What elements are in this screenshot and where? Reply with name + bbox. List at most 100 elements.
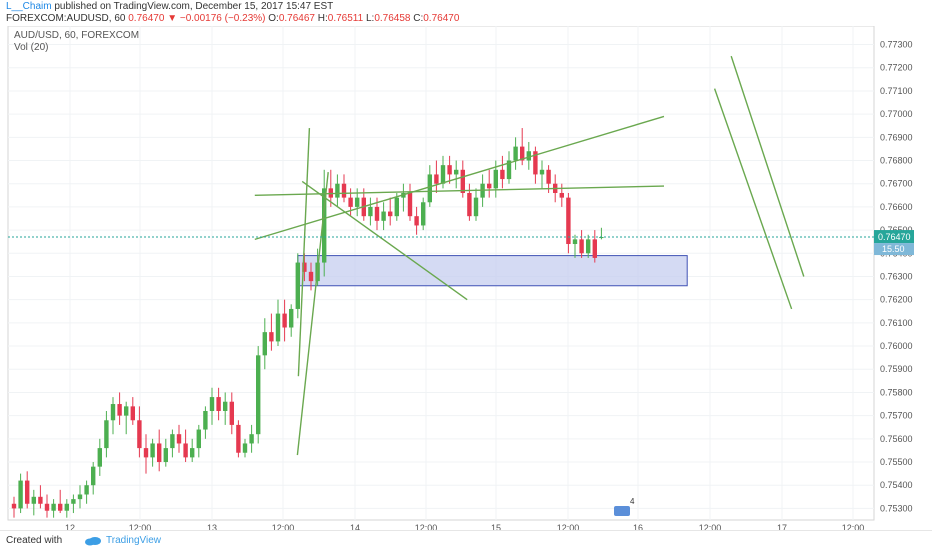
candle-body [368,206,373,217]
candle-body [58,503,63,511]
candle-body [84,485,89,495]
symbol-line: FOREXCOM:AUDUSD, 60 0.76470 ▼ −0.00176 (… [6,12,459,25]
candle-body [223,401,228,411]
candle-body [183,443,188,458]
candle-body [104,420,109,449]
price-tick-label: 0.75900 [880,364,913,374]
time-tick-label: 12:00 [557,523,580,530]
last-price: 0.76470 [128,13,165,24]
candle-body [137,420,142,449]
legend-volume: Vol (20) [14,42,48,53]
timezone-icon[interactable]: 4 [614,497,635,516]
candlestick-chart[interactable]: 0.77300 0.77200 0.77100 0.77000 0.76900 0.768… [0,26,932,530]
time-tick-label: 12:00 [129,523,152,530]
price-tick-label: 0.77000 [880,109,913,119]
candle-body [31,496,36,504]
candle-body [229,401,234,425]
candle-body [434,174,439,184]
candle-body [322,188,327,263]
candle-body [71,499,76,504]
candle-body [440,165,446,184]
created-with-text: Created with [6,535,63,546]
candle-body [539,169,545,175]
candle-body [348,197,353,207]
candle-body [124,406,129,416]
svg-text:4: 4 [630,497,635,506]
candle-body [256,355,261,435]
high-label: H: [317,13,328,24]
price-tick-label: 0.77100 [880,86,913,96]
legend-symbol: AUD/USD, 60, FOREXCOM [14,30,139,41]
candle-body [572,239,578,245]
candle-body [526,151,531,161]
candle-body [157,443,162,463]
candle-body [196,429,201,449]
candle-body [163,448,168,463]
time-tick-label: 13 [207,523,217,530]
candle-body [18,480,23,509]
price-axis[interactable]: 0.77300 0.77200 0.77100 0.77000 0.76900 0.768… [880,40,913,514]
candle-body [559,192,564,198]
candle-body [533,151,538,175]
price-change: −0.00176 (−0.23%) [179,13,266,24]
candle-body [25,480,30,504]
candle-body [473,197,479,217]
price-tick-label: 0.75700 [880,411,913,421]
price-tick-label: 0.76300 [880,271,913,281]
candle-body [262,332,267,356]
cloud-logo-icon [85,537,101,546]
publish-line: L__Chaim published on TradingView.com, D… [6,0,333,13]
candle-body [407,192,413,217]
candle-body [394,197,399,217]
volume-tag-bg [874,243,914,256]
low-value: 0.76458 [374,13,411,24]
candle-body [374,206,380,221]
price-tick-label: 0.76000 [880,341,913,351]
candle-body [64,503,69,511]
candle-body [454,169,459,175]
trendline [254,115,665,241]
candle-body [500,169,505,180]
price-tick-label: 0.76900 [880,132,913,142]
tradingview-text: TradingView [106,535,162,546]
candle-body [242,443,248,453]
trendline [297,128,311,377]
time-tick-label: 12 [65,523,75,530]
author-name[interactable]: L__Chaim [6,1,52,12]
low-label: L: [365,13,375,24]
tradingview-brand[interactable]: TradingView [84,531,161,551]
candle-body [506,160,512,180]
time-axis[interactable]: 12 12:00 13 12:00 14 12:00 15 12:00 16 12:00 17 12:… [65,523,864,530]
price-tick-label: 0.75400 [880,480,913,490]
close-label: C: [413,13,424,24]
price-tick-label: 0.75300 [880,503,913,513]
candle-body [427,174,432,203]
candle-body [447,165,452,175]
candle-body [282,313,287,328]
axis-tags: 0.76470 15.50 [874,230,914,256]
symbol-info: FOREXCOM:AUDUSD, 60 [6,13,126,24]
support-zone-layer [297,255,688,287]
time-tick-label: 12:00 [415,523,438,530]
price-tag-bg [874,230,914,244]
close-value: 0.76470 [423,13,460,24]
time-tick-label: 12:00 [842,523,865,530]
price-tick-label: 0.76700 [880,179,913,189]
candle-body [460,169,465,193]
price-tick-label: 0.75800 [880,387,913,397]
high-value: 0.76511 [327,13,364,24]
time-tick-label: 17 [777,523,787,530]
candle-body [44,503,50,511]
candle-body [269,332,274,342]
candle-body [275,313,281,342]
open-value: 0.76467 [278,13,315,24]
candle-body [91,466,96,486]
price-tag-label: 0.76470 [878,232,911,242]
candle-body [355,197,360,207]
candle-body [295,262,300,309]
candle-body [176,434,182,444]
open-label: O: [268,13,279,24]
candle-body [388,211,393,217]
down-arrow-icon: ▼ [167,13,178,24]
candle-body [335,183,340,198]
